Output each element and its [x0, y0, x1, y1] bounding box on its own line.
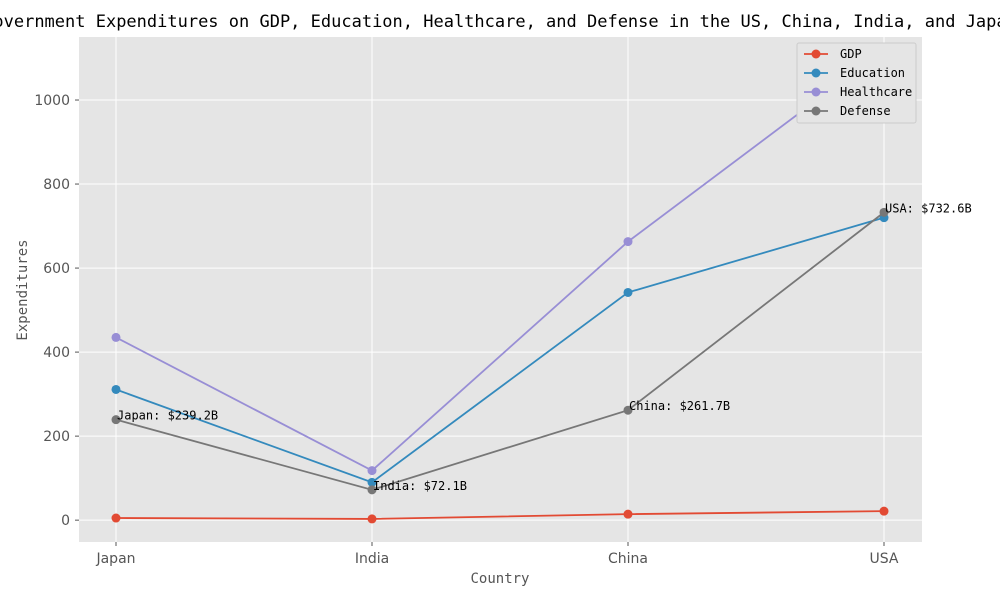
x-axis: Japan India China USA — [95, 542, 899, 567]
data-point-defense — [623, 405, 633, 415]
x-tick-label: USA — [870, 551, 899, 567]
data-point-gdp — [623, 509, 633, 519]
legend: GDP Education Healthcare Defense — [796, 42, 917, 124]
y-axis-label: Expenditures — [15, 239, 31, 340]
x-tick-label: China — [608, 551, 648, 567]
data-point-education — [111, 384, 121, 394]
series-line-healthcare — [115, 48, 885, 472]
annotations: Japan: $239.2B India: $72.1B China: $261.7… — [117, 201, 972, 492]
x-tick-label: India — [355, 551, 389, 567]
data-point-education — [367, 477, 377, 487]
y-tick-label: 400 — [43, 345, 70, 361]
annotation-label: China: $261.7B — [629, 399, 730, 413]
annotation-label: India: $72.1B — [373, 479, 467, 493]
y-tick-label: 800 — [43, 177, 70, 193]
legend-marker-education — [811, 68, 821, 78]
y-tick-label: 0 — [61, 513, 70, 529]
x-axis-label: Country — [470, 571, 529, 587]
y-axis: 0 200 400 600 800 1000 — [34, 93, 79, 529]
series-line-gdp — [115, 510, 885, 520]
legend-box — [796, 42, 917, 124]
annotation-label: Japan: $239.2B — [117, 409, 218, 423]
data-point-healthcare — [111, 332, 121, 342]
data-point-defense — [111, 415, 121, 425]
y-tick-label: 1000 — [34, 93, 70, 109]
series-line-defense — [115, 211, 885, 491]
chart-title: Government Expenditures on GDP, Educatio… — [0, 12, 1000, 32]
legend-marker-gdp — [811, 49, 821, 59]
legend-label-defense: Defense — [840, 104, 891, 118]
data-point-gdp — [111, 513, 121, 523]
y-tick-label: 200 — [43, 429, 70, 445]
legend-marker-healthcare — [811, 87, 821, 97]
y-tick-label: 600 — [43, 261, 70, 277]
legend-label-healthcare: Healthcare — [840, 85, 912, 99]
series-group — [111, 45, 889, 524]
legend-marker-defense — [811, 106, 821, 116]
legend-label-education: Education — [840, 66, 905, 80]
data-point-healthcare — [623, 237, 633, 247]
data-point-healthcare — [367, 466, 377, 476]
data-point-gdp — [879, 506, 889, 516]
data-point-defense — [879, 207, 889, 217]
data-point-education — [623, 287, 633, 297]
plot-area — [79, 37, 922, 542]
series-line-education — [115, 216, 885, 484]
annotation-label: USA: $732.6B — [885, 201, 972, 215]
x-tick-label: Japan — [95, 551, 135, 567]
data-point-defense — [367, 485, 377, 495]
data-point-gdp — [367, 514, 377, 524]
legend-label-gdp: GDP — [840, 47, 862, 61]
